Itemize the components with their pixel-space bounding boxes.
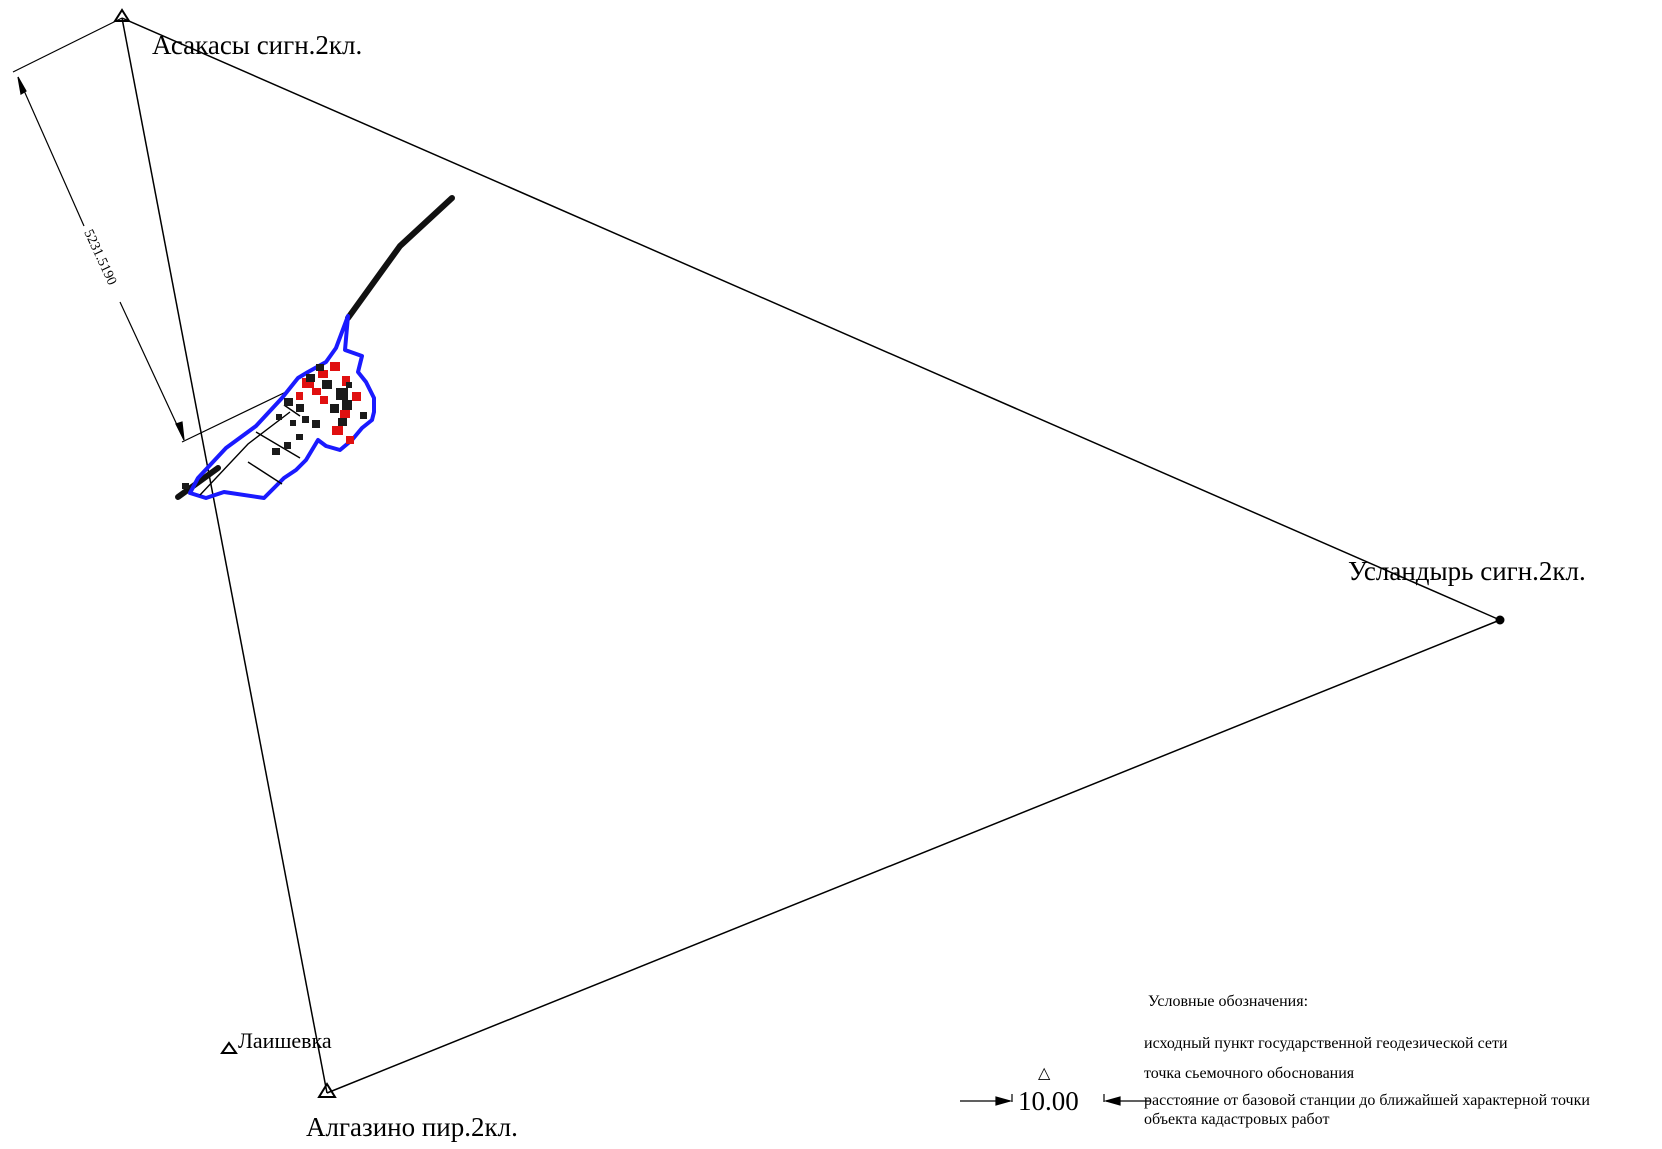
building (332, 426, 343, 435)
building (316, 364, 324, 371)
building (320, 396, 328, 404)
buildings-dark (182, 364, 367, 489)
building (272, 448, 280, 455)
building (330, 362, 340, 371)
uslandyr-marker-icon (1495, 615, 1505, 625)
side-asakasy-uslandyr (121, 17, 1501, 621)
road-south (175, 465, 221, 500)
building (276, 414, 282, 420)
dimension-arrow-top (17, 76, 27, 95)
building (338, 418, 347, 426)
legend-symbol-survey-point: △ (1038, 1065, 1051, 1082)
building (284, 442, 291, 449)
building (306, 374, 315, 382)
legend-symbol-source-point: Лаишевка (238, 1028, 332, 1053)
road (175, 195, 455, 500)
legend-arrow-left-icon (995, 1096, 1013, 1106)
building (346, 382, 352, 388)
point-markers (113, 8, 1505, 1098)
legend-source-point-icon (220, 1041, 238, 1054)
building (302, 378, 314, 388)
side-uslandyr-algazino (326, 619, 1501, 1094)
street-4 (283, 404, 301, 417)
building (182, 483, 189, 489)
building (296, 392, 303, 400)
building (290, 420, 296, 426)
building (312, 388, 321, 395)
building (342, 400, 352, 410)
building (330, 404, 339, 413)
building (284, 398, 293, 406)
building (360, 412, 367, 419)
asakasy-label: Асакасы сигн.2кл. (152, 30, 362, 60)
building (318, 370, 328, 378)
building (340, 410, 350, 418)
building (296, 434, 303, 440)
geodetic-triangle (121, 17, 1501, 1094)
asakasy-marker-icon (113, 8, 131, 22)
building (352, 392, 361, 401)
street-1 (199, 411, 291, 496)
dimension-value: 5231.5190 (80, 227, 119, 287)
building (336, 388, 348, 400)
legend-text-source-point: исходный пункт государственной геодезиче… (1144, 1035, 1508, 1052)
road-north (345, 195, 455, 321)
dimension-line-bottom (119, 301, 185, 441)
legend: Условные обозначения: Лаишевка исходный … (220, 993, 1590, 1128)
building (312, 420, 320, 428)
dimension-line-top (17, 76, 85, 227)
algazino-label: Алгазино пир.2кл. (306, 1112, 518, 1142)
street-3 (247, 461, 283, 485)
building (342, 376, 350, 386)
legend-distance-arrows (960, 1094, 1150, 1106)
building (346, 436, 354, 444)
legend-text-distance-cont: объекта кадастровых работ (1144, 1111, 1329, 1128)
legend-symbol-distance: 10.00 (1018, 1086, 1079, 1116)
algazino-marker-icon (317, 1082, 337, 1098)
legend-arrow-right-icon (1103, 1096, 1121, 1106)
building (296, 404, 304, 412)
building (302, 416, 309, 423)
legend-text-distance: расстояние от базовой станции до ближайш… (1144, 1092, 1590, 1109)
settlement-boundary (188, 314, 376, 500)
street-2 (255, 431, 301, 459)
settlement-streets (199, 404, 301, 496)
dimension-arrow-bottom (175, 421, 185, 441)
side-algazino-asakasy (121, 17, 328, 1094)
dimension-extension-top (12, 17, 123, 73)
buildings-red (296, 362, 361, 444)
distance-dimension (12, 17, 291, 443)
legend-text-survey-point: точка сьемочного обоснования (1144, 1065, 1355, 1082)
dimension-extension-bottom (181, 389, 291, 443)
legend-title: Условные обозначения: (1148, 993, 1308, 1010)
building (322, 380, 332, 389)
uslandyr-label: Усландырь сигн.2кл. (1348, 556, 1586, 586)
